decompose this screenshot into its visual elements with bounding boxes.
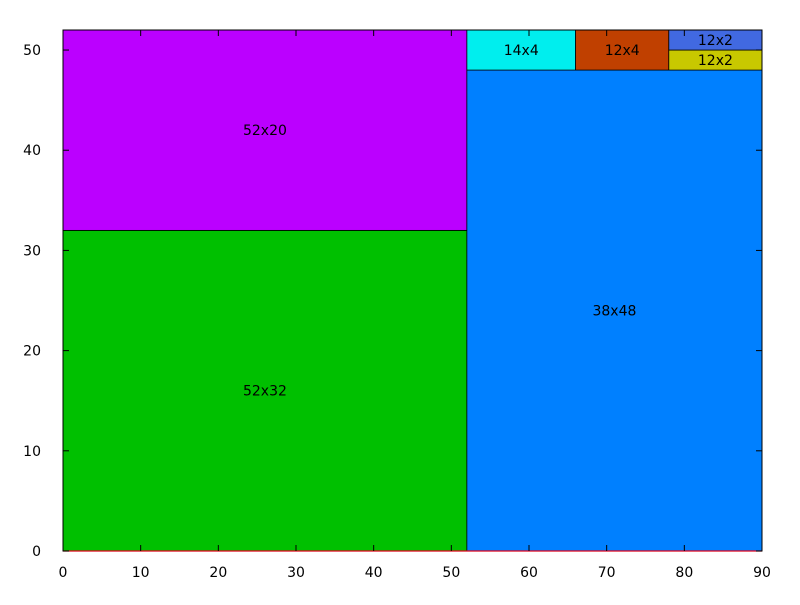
x-tick-label-5: 50 — [442, 565, 460, 581]
treemap-label-0: 52x32 — [243, 384, 287, 400]
y-tick-label-2: 20 — [23, 344, 41, 360]
treemap-label-3: 14x4 — [504, 43, 539, 59]
treemap-label-2: 38x48 — [592, 304, 636, 320]
x-tick-label-2: 20 — [209, 565, 227, 581]
x-tick-label-7: 70 — [598, 565, 616, 581]
x-tick-label-0: 0 — [59, 565, 68, 581]
x-tick-label-9: 90 — [753, 565, 771, 581]
treemap-rect-14x4-3 — [466, 29, 576, 71]
y-tick-label-3: 30 — [23, 243, 41, 259]
treemap-rect-52x32-0 — [62, 229, 468, 552]
label-layer: 52x32 52x20 38x48 14x4 12x4 12x2 12x2 — [243, 33, 733, 400]
y-tick-label-1: 10 — [23, 444, 41, 460]
x-tick-label-3: 30 — [287, 565, 305, 581]
y-tick-label-0: 0 — [32, 544, 41, 560]
x-tick-label-1: 10 — [132, 565, 150, 581]
treemap-label-6: 12x2 — [698, 33, 733, 49]
x-tick-label-8: 80 — [675, 565, 693, 581]
x-tick-label-6: 60 — [520, 565, 538, 581]
y-tick-label-5: 50 — [23, 43, 41, 59]
treemap-label-4: 12x4 — [605, 43, 640, 59]
treemap-rect-12x4-4 — [575, 29, 670, 71]
treemap-label-5: 12x2 — [698, 53, 733, 69]
treemap-rect-52x20-1 — [62, 29, 468, 231]
x-tick-label-4: 40 — [365, 565, 383, 581]
rect-layer — [62, 29, 763, 552]
treemap-label-1: 52x20 — [243, 123, 287, 139]
tick-layer: 0 10 20 30 40 50 60 70 80 90 0 10 20 30 40 50 — [23, 30, 771, 581]
y-tick-label-4: 40 — [23, 143, 41, 159]
